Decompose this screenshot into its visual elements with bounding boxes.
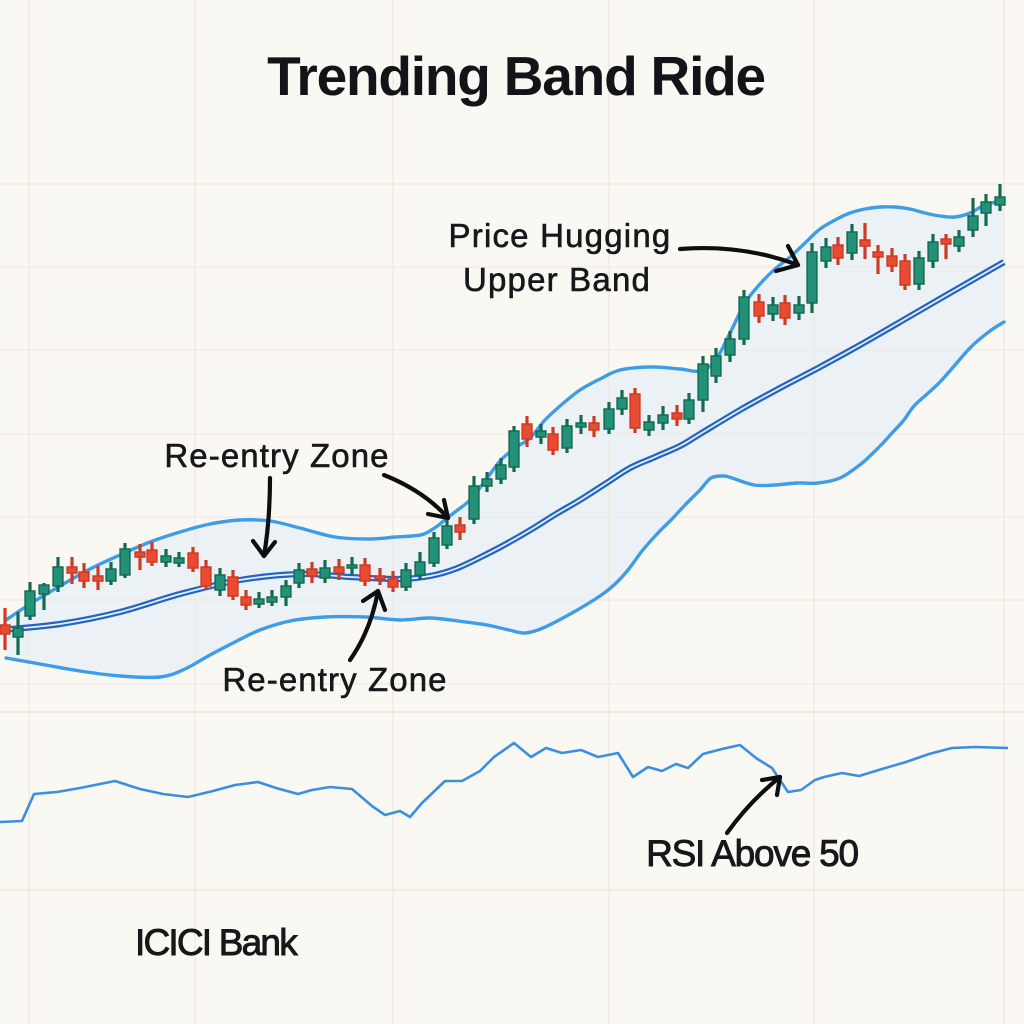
svg-text:Upper Band: Upper Band xyxy=(463,261,651,298)
svg-text:Trending Band Ride: Trending Band Ride xyxy=(267,45,765,107)
svg-text:ICICI Bank: ICICI Bank xyxy=(135,922,298,963)
svg-text:RSI Above 50: RSI Above 50 xyxy=(646,833,858,874)
svg-text:Re-entry Zone: Re-entry Zone xyxy=(222,661,447,698)
svg-text:Price Hugging: Price Hugging xyxy=(449,217,672,254)
svg-text:Re-entry Zone: Re-entry Zone xyxy=(164,437,389,474)
